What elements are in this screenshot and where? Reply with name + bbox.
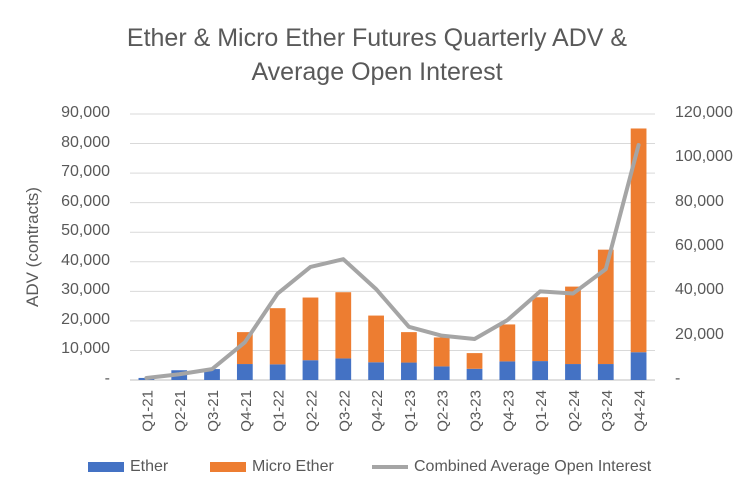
bar-micro-ether-Q2-22 [302,297,319,361]
legend-label-ether: Ether [130,458,169,475]
bar-ether-Q4-24 [630,352,647,380]
bar-ether-Q4-23 [499,361,516,380]
legend-label-open-interest: Combined Average Open Interest [414,458,652,475]
y-tick-label-right: 80,000 [675,192,724,210]
bar-ether-Q1-24 [532,361,549,380]
bar-micro-ether-Q3-24 [597,249,614,365]
y-tick-label-left: 50,000 [61,222,110,240]
y-tick-label-right: 60,000 [675,237,724,254]
bar-series [138,128,647,380]
bar-ether-Q3-21 [204,369,220,380]
legend-swatch-ether [88,462,124,472]
x-tick-label: Q4-21 [238,390,255,432]
bar-ether-Q4-22 [368,362,384,380]
bar-ether-Q3-24 [597,364,614,380]
y-tick-label-right: - [675,370,681,387]
x-tick-label: Q1-24 [533,390,550,432]
x-tick-label: Q4-22 [369,390,386,432]
x-axis-tick-labels: Q1-21 Q2-21 Q3-21 Q4-21 Q1-22 Q2-22 Q3-22 Q4-22… [139,390,648,432]
bar-ether-Q1-22 [269,364,286,380]
legend-item-micro-ether: Micro Ether [210,458,334,476]
legend-label-micro-ether: Micro Ether [252,458,334,475]
y-tick-label-left: 20,000 [61,310,110,328]
gridlines [130,113,655,381]
y-tick-label-left: 40,000 [61,251,110,269]
bar-micro-ether-Q1-23 [401,332,417,363]
x-tick-label: Q1-21 [139,390,156,432]
chart-title-line-1: Ether & Micro Ether Futures Quarterly AD… [126,24,628,52]
bar-ether-Q3-22 [335,358,352,380]
y-tick-label-left: 60,000 [61,192,110,210]
x-tick-label: Q2-23 [435,390,452,432]
bar-micro-ether-Q1-22 [269,308,286,365]
bar-micro-ether-Q4-22 [368,315,384,363]
bar-micro-ether-Q3-22 [335,292,352,359]
y-tick-label-left: 70,000 [61,163,110,181]
y-tick-label-left: 10,000 [61,340,110,358]
legend: Ether Micro Ether Combined Average Open … [0,458,754,482]
line-combined-average-open-interest [144,143,641,381]
y-axis-label: ADV (contracts) [23,187,42,307]
x-tick-label: Q2-21 [172,390,189,432]
x-tick-label: Q4-23 [500,390,517,432]
x-tick-label: Q1-22 [271,390,288,432]
x-tick-label: Q2-24 [566,390,583,432]
bar-micro-ether-Q4-21 [236,332,253,365]
legend-swatch-micro-ether [210,462,246,472]
line-series [144,143,641,381]
bar-micro-ether-Q3-23 [466,353,483,369]
x-tick-label: Q3-22 [336,390,353,432]
bar-micro-ether-Q2-23 [433,337,450,367]
y-tick-label-left: 90,000 [61,104,110,121]
legend-item-open-interest: Combined Average Open Interest [372,458,651,476]
bar-micro-ether-Q2-24 [565,286,581,365]
x-tick-label: Q3-24 [599,390,616,432]
y-tick-label-left: - [104,370,110,387]
bar-ether-Q2-23 [433,366,450,380]
x-tick-label: Q3-23 [468,390,485,432]
x-tick-label: Q3-21 [205,390,222,432]
bar-micro-ether-Q4-24 [630,128,647,353]
bar-ether-Q4-21 [236,364,253,380]
x-tick-label: Q1-23 [402,390,419,432]
legend-swatch-open-interest [372,465,408,469]
bar-micro-ether-Q4-23 [499,324,516,362]
bar-ether-Q1-23 [401,362,417,380]
x-tick-label: Q2-22 [303,390,320,432]
y-tick-label-right: 120,000 [675,104,733,121]
y-tick-label-left: 80,000 [61,133,110,151]
y-tick-label-left: 30,000 [61,281,110,299]
bar-micro-ether-Q1-24 [532,297,549,362]
bar-ether-Q3-23 [466,368,483,380]
bar-ether-Q2-24 [565,364,581,380]
x-tick-label: Q4-24 [632,390,649,432]
y-tick-label-right: 40,000 [675,281,724,299]
bar-ether-Q2-22 [302,360,319,380]
legend-item-ether: Ether [88,458,168,476]
chart-title-line-2: Average Open Interest [251,58,503,86]
y-tick-label-right: 20,000 [675,325,724,343]
y-tick-label-right: 100,000 [675,148,733,166]
